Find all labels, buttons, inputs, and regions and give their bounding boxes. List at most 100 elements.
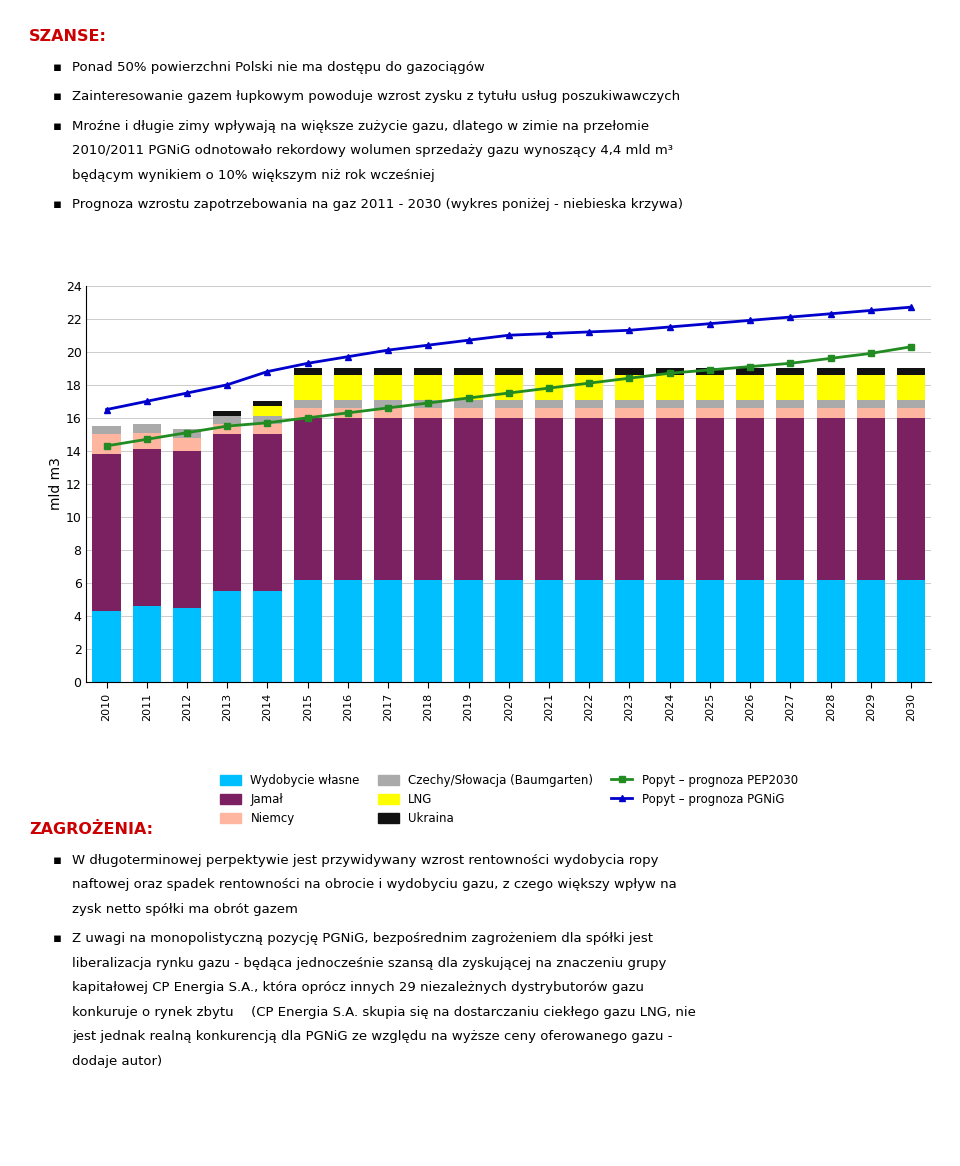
Text: konkuruje o rynek zbytu  (CP Energia S.A. skupia się na dostarczaniu ciekłego ga: konkuruje o rynek zbytu (CP Energia S.A.… — [72, 1005, 696, 1019]
Bar — [736, 417, 764, 580]
Bar — [454, 408, 483, 417]
Bar — [415, 580, 443, 682]
Bar — [92, 426, 121, 435]
Bar — [696, 580, 724, 682]
Bar — [535, 417, 564, 580]
Bar — [736, 374, 764, 400]
Bar — [656, 400, 684, 408]
Bar — [374, 580, 402, 682]
Bar — [173, 607, 201, 682]
Bar — [92, 611, 121, 682]
Bar — [173, 451, 201, 607]
Text: ▪: ▪ — [53, 91, 61, 104]
Bar — [374, 408, 402, 417]
Bar — [656, 417, 684, 580]
Bar — [294, 374, 322, 400]
Bar — [535, 368, 564, 374]
Bar — [374, 417, 402, 580]
Bar — [817, 374, 845, 400]
Bar — [494, 417, 523, 580]
Bar — [173, 437, 201, 451]
Text: zysk netto spółki ma obrót gazem: zysk netto spółki ma obrót gazem — [72, 902, 298, 915]
Text: Mroźne i długie zimy wpływają na większe zużycie gazu, dlatego w zimie na przeło: Mroźne i długie zimy wpływają na większe… — [72, 120, 649, 133]
Bar — [897, 374, 925, 400]
Bar — [454, 368, 483, 374]
Bar — [415, 417, 443, 580]
Bar — [213, 591, 241, 682]
Bar — [494, 408, 523, 417]
Bar — [817, 417, 845, 580]
Text: ▪: ▪ — [53, 198, 61, 211]
Bar — [817, 408, 845, 417]
Bar — [334, 580, 362, 682]
Bar — [294, 368, 322, 374]
Bar — [736, 580, 764, 682]
Bar — [454, 374, 483, 400]
Bar — [253, 424, 281, 435]
Bar — [656, 580, 684, 682]
Text: SZANSE:: SZANSE: — [29, 29, 107, 44]
Bar — [856, 368, 885, 374]
Text: Prognoza wzrostu zapotrzebowania na gaz 2011 - 2030 (wykres poniżej - niebieska : Prognoza wzrostu zapotrzebowania na gaz … — [72, 198, 683, 211]
Text: będącym wynikiem o 10% większym niż rok wcześniej: będącym wynikiem o 10% większym niż rok … — [72, 169, 435, 182]
Bar — [253, 416, 281, 424]
Bar — [535, 400, 564, 408]
Bar — [777, 580, 804, 682]
Bar — [213, 416, 241, 424]
Bar — [897, 408, 925, 417]
Bar — [696, 417, 724, 580]
Bar — [736, 408, 764, 417]
Text: kapitałowej CP Energia S.A., która oprócz innych 29 niezależnych dystrybutorów g: kapitałowej CP Energia S.A., która opróc… — [72, 981, 644, 995]
Bar — [535, 408, 564, 417]
Bar — [575, 368, 603, 374]
Legend: Wydobycie własne, Jamał, Niemcy, Czechy/Słowacja (Baumgarten), LNG, Ukraina, Pop: Wydobycie własne, Jamał, Niemcy, Czechy/… — [215, 770, 803, 829]
Bar — [897, 417, 925, 580]
Bar — [415, 374, 443, 400]
Text: Z uwagi na monopolistyczną pozycję PGNiG, bezpośrednim zagrożeniem dla spółki je: Z uwagi na monopolistyczną pozycję PGNiG… — [72, 933, 653, 946]
Bar — [294, 580, 322, 682]
Bar — [656, 374, 684, 400]
Bar — [454, 580, 483, 682]
Bar — [92, 434, 121, 454]
Text: ▪: ▪ — [53, 61, 61, 73]
Bar — [374, 400, 402, 408]
Bar — [253, 406, 281, 416]
Bar — [253, 435, 281, 591]
Text: ▪: ▪ — [53, 120, 61, 133]
Bar — [777, 400, 804, 408]
Bar — [575, 417, 603, 580]
Bar — [897, 368, 925, 374]
Bar — [856, 417, 885, 580]
Bar — [253, 401, 281, 406]
Bar — [374, 374, 402, 400]
Bar — [736, 368, 764, 374]
Bar — [334, 417, 362, 580]
Bar — [615, 400, 643, 408]
Bar — [856, 400, 885, 408]
Text: Zainteresowanie gazem łupkowym powoduje wzrost zysku z tytułu usług poszukiwawcz: Zainteresowanie gazem łupkowym powoduje … — [72, 91, 680, 104]
Bar — [173, 429, 201, 437]
Bar — [575, 400, 603, 408]
Text: ▪: ▪ — [53, 854, 61, 866]
Text: W długoterminowej perpektywie jest przywidywany wzrost rentowności wydobycia rop: W długoterminowej perpektywie jest przyw… — [72, 854, 659, 866]
Bar — [777, 408, 804, 417]
Text: jest jednak realną konkurencją dla PGNiG ze względu na wyższe ceny oferowanego g: jest jednak realną konkurencją dla PGNiG… — [72, 1031, 673, 1044]
Bar — [696, 368, 724, 374]
Bar — [132, 424, 161, 433]
Bar — [494, 580, 523, 682]
Bar — [454, 417, 483, 580]
Bar — [213, 424, 241, 435]
Bar — [575, 580, 603, 682]
Bar — [253, 591, 281, 682]
Bar — [615, 408, 643, 417]
Bar — [334, 400, 362, 408]
Bar — [494, 400, 523, 408]
Bar — [213, 412, 241, 416]
Bar — [897, 400, 925, 408]
Bar — [334, 408, 362, 417]
Bar — [294, 408, 322, 417]
Bar — [334, 374, 362, 400]
Bar — [415, 408, 443, 417]
Text: ZAGROŻENIA:: ZAGROŻENIA: — [29, 822, 153, 837]
Y-axis label: mld m3: mld m3 — [49, 457, 63, 511]
